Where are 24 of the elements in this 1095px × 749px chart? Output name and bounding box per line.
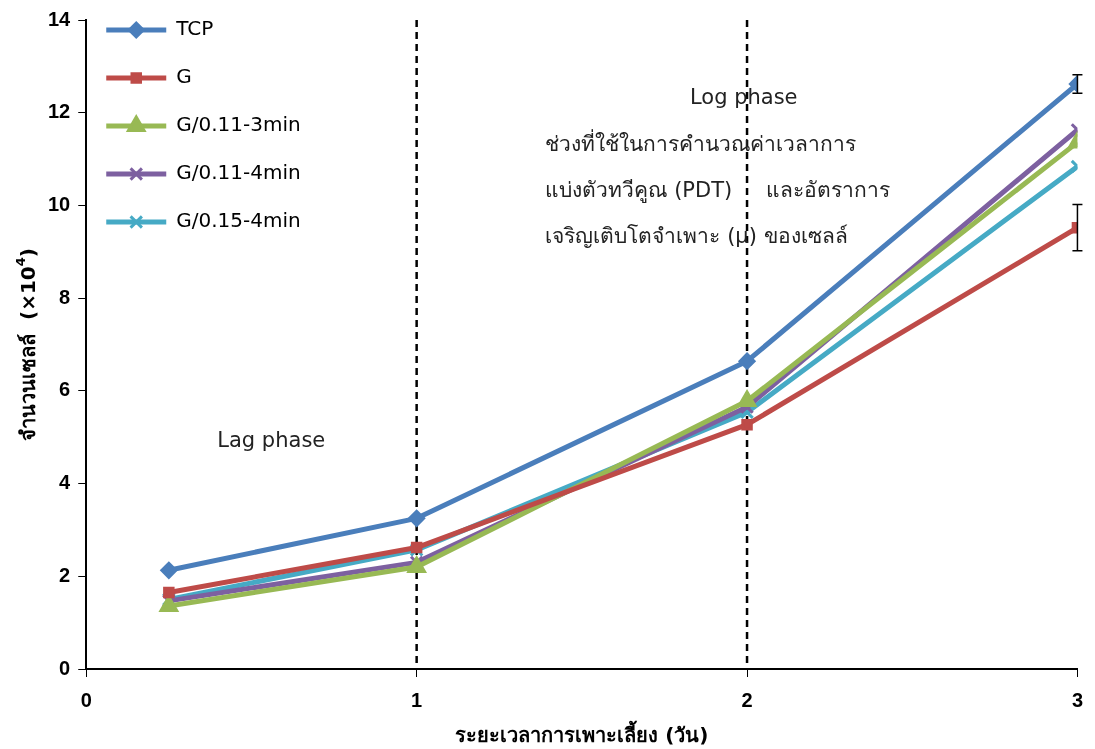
x-tick-label: 3: [1071, 688, 1083, 711]
y-tick-label: 14: [48, 7, 72, 30]
legend-label: G/0.11-4min: [176, 160, 301, 185]
legend-label: G/0.15-4min: [176, 208, 301, 233]
legend-label: TCP: [175, 16, 214, 41]
y-tick-label: 8: [59, 285, 71, 308]
y-tick-label: 4: [59, 471, 72, 494]
annotation: Lag phase: [217, 428, 326, 453]
x-tick-label: 1: [411, 688, 423, 711]
x-tick-label: 0: [80, 688, 92, 711]
annotation: ช่วงที่ใช้ในการคำนวณค่าเวลาการ: [545, 128, 857, 156]
y-tick-label: 0: [59, 656, 71, 679]
y-tick-label: 2: [59, 563, 71, 586]
y-axis-title: จำนวนเซลล์ (×104): [13, 248, 41, 441]
y-tick-label: 12: [48, 100, 71, 123]
legend-label: G/0.11-3min: [176, 112, 301, 137]
annotation: แบ่งตัวทวีคูณ (PDT) และอัตราการ: [545, 177, 890, 203]
y-tick-label: 10: [48, 192, 71, 215]
annotation: เจริญเติบโตจำเพาะ (µ) ของเซลล์: [545, 224, 848, 249]
annotation: Log phase: [689, 85, 798, 110]
y-tick-label: 6: [59, 378, 71, 401]
x-axis-title: ระยะเวลาการเพาะเลี้ยง (วัน): [455, 720, 709, 748]
x-tick-label: 2: [741, 688, 753, 711]
legend-label: G: [176, 64, 192, 89]
